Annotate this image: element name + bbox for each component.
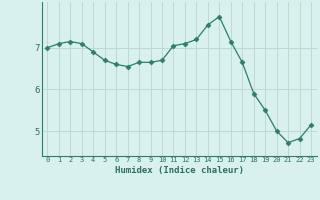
X-axis label: Humidex (Indice chaleur): Humidex (Indice chaleur) xyxy=(115,166,244,175)
